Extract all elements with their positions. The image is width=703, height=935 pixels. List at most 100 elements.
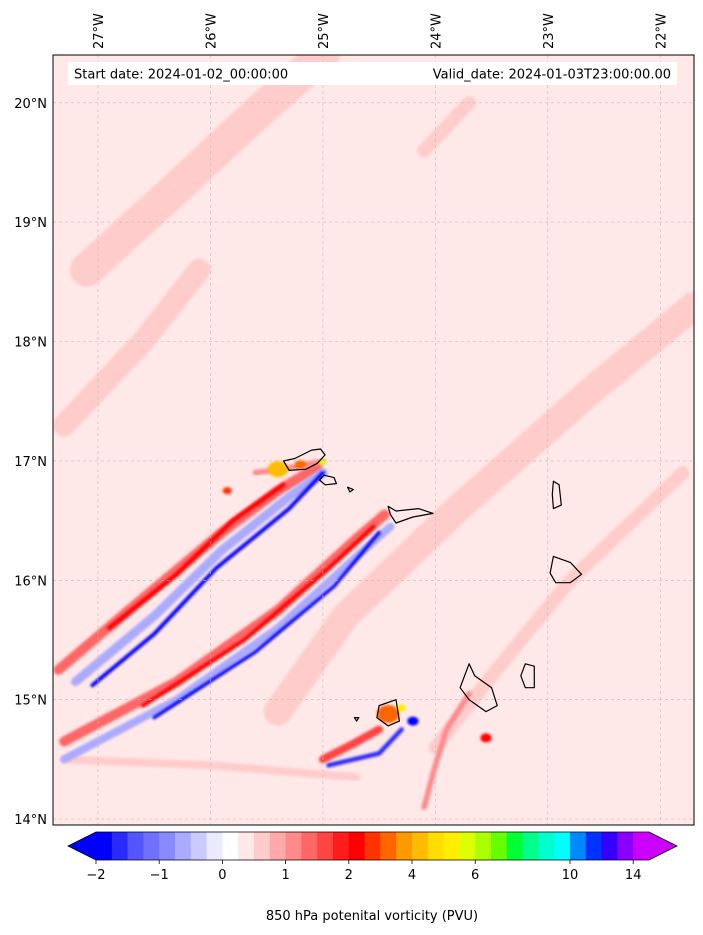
colorbar-tick-label: 4 xyxy=(408,868,416,883)
island-outline xyxy=(353,717,360,722)
colorbar-segment xyxy=(333,832,350,860)
colorbar-segment xyxy=(348,832,365,860)
colorbar-segment xyxy=(127,832,144,860)
lon-tick-label: 26°W xyxy=(204,13,219,49)
colorbar-tick-label: 0 xyxy=(218,868,226,883)
pv-band-7 xyxy=(106,482,286,631)
colorbar-segment xyxy=(254,832,271,860)
colorbar-segment xyxy=(522,832,539,860)
colorbar-tick-label: 2 xyxy=(345,868,353,883)
colorbar-tick-label: 1 xyxy=(281,868,289,883)
start-date-label: Start date: 2024-01-02_00:00:00 xyxy=(74,68,288,83)
colorbar-segment xyxy=(585,832,602,860)
pv-blob-24 xyxy=(480,733,492,743)
colorbar-segment xyxy=(301,832,318,860)
pv-band-4 xyxy=(417,96,476,158)
island-outline xyxy=(387,505,434,524)
colorbar-segment xyxy=(143,832,160,860)
colorbar-segment xyxy=(412,832,429,860)
pv-field xyxy=(53,55,694,810)
colorbar-over-arrow xyxy=(649,832,677,860)
lon-tick-label: 25°W xyxy=(317,13,332,49)
island-outline xyxy=(318,474,337,486)
pv-blob-22 xyxy=(397,704,407,712)
island-outline xyxy=(376,699,400,727)
island-outline xyxy=(551,480,562,510)
colorbar-segment xyxy=(96,832,113,860)
colorbar-segment xyxy=(269,832,286,860)
lat-tick-label: 20°N xyxy=(14,97,47,112)
colorbar: −2 −1 0 1 2 4 6 10 14 xyxy=(67,831,678,883)
pv-band-11 xyxy=(141,524,376,708)
pv-blob-20 xyxy=(319,459,327,466)
colorbar-segment xyxy=(554,832,571,860)
colorbar-segment xyxy=(443,832,460,860)
lat-tick-label: 15°N xyxy=(14,694,47,709)
map-background xyxy=(53,55,694,825)
lat-tick-label: 14°N xyxy=(14,813,47,828)
coastlines xyxy=(282,448,583,727)
island-outline xyxy=(459,663,498,713)
header-box xyxy=(68,62,677,85)
colorbar-segment xyxy=(238,832,255,860)
valid-date-label: Valid_date: 2024-01-03T23:00:00.00 xyxy=(433,68,671,83)
lon-tick-label: 23°W xyxy=(542,13,557,49)
colorbar-segment xyxy=(475,832,492,860)
colorbar-segment xyxy=(285,832,302,860)
lat-tick-label: 16°N xyxy=(14,574,47,589)
map-gridlines xyxy=(53,55,694,825)
colorbar-segment xyxy=(617,832,634,860)
colorbar-segment xyxy=(380,832,397,860)
island-outline xyxy=(549,555,583,584)
colorbar-segment xyxy=(491,832,508,860)
colorbar-segment xyxy=(364,832,381,860)
colorbar-segment xyxy=(459,832,476,860)
lon-tick-label: 27°W xyxy=(92,13,107,49)
pv-band-16 xyxy=(421,690,472,810)
colorbar-tick-label: −1 xyxy=(150,868,169,883)
lon-tick-label: 24°W xyxy=(429,13,444,49)
pv-band-8 xyxy=(71,468,328,687)
colorbar-segment xyxy=(506,832,523,860)
colorbar-tick-label: 10 xyxy=(562,868,579,883)
colorbar-segment xyxy=(159,832,176,860)
latitude-tick-labels: 14°N 15°N 16°N 17°N 18°N 19°N 20°N xyxy=(14,97,47,828)
colorbar-segment xyxy=(175,832,192,860)
island-outline xyxy=(520,663,535,689)
pv-blob-21 xyxy=(376,705,400,723)
pv-band-13 xyxy=(152,530,381,720)
pv-band-1 xyxy=(428,466,690,755)
colorbar-segment xyxy=(601,832,618,860)
colorbar-segment xyxy=(111,832,128,860)
pv-blob-18 xyxy=(267,461,288,478)
colorbar-segment xyxy=(427,832,444,860)
colorbar-label: 850 hPa potenital vorticity (PVU) xyxy=(266,909,478,924)
colorbar-tick-label: 14 xyxy=(625,868,642,883)
colorbar-segment xyxy=(633,832,650,860)
colorbar-under-arrow xyxy=(68,832,96,860)
colorbar-segment xyxy=(570,832,587,860)
colorbar-segment xyxy=(538,832,555,860)
lat-tick-label: 18°N xyxy=(14,336,47,351)
colorbar-segment xyxy=(206,832,223,860)
colorbar-segment xyxy=(317,832,334,860)
island-outline xyxy=(347,486,354,493)
pv-blob-23 xyxy=(407,716,419,726)
pv-band-0 xyxy=(263,291,694,726)
colorbar-segment xyxy=(396,832,413,860)
pv-blob-25 xyxy=(222,487,232,495)
colorbar-segment xyxy=(190,832,207,860)
lon-tick-label: 22°W xyxy=(654,13,669,49)
pv-band-9 xyxy=(90,470,325,688)
colorbar-tick-label: −2 xyxy=(86,868,105,883)
pv-band-14 xyxy=(318,725,384,764)
colorbar-tick-label: 6 xyxy=(471,868,479,883)
colorbar-segment xyxy=(222,832,239,860)
map-frame xyxy=(52,54,695,826)
island-outline xyxy=(282,448,326,471)
pv-blob-19 xyxy=(294,460,306,469)
lat-tick-label: 17°N xyxy=(14,455,47,470)
pv-band-15 xyxy=(326,727,404,768)
lat-tick-label: 19°N xyxy=(14,216,47,231)
